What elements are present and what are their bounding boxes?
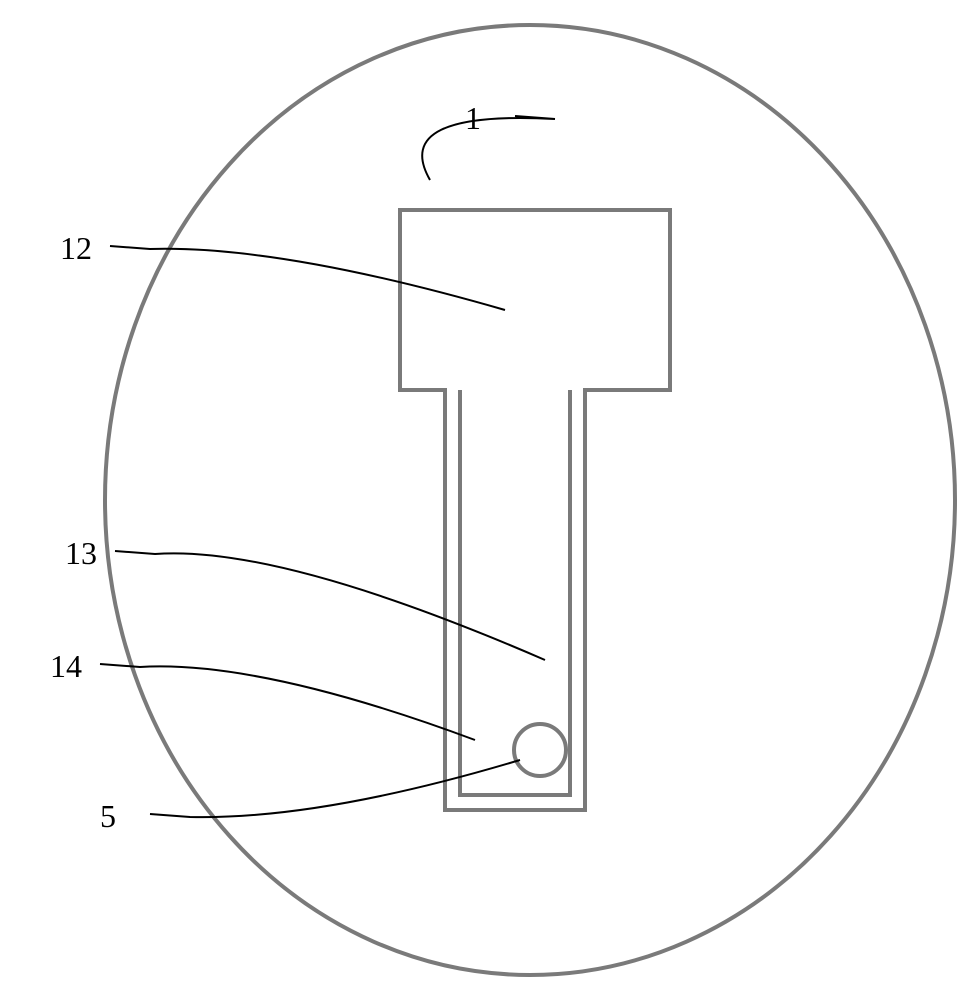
label-12: 12: [60, 230, 92, 267]
diagram-svg: [0, 0, 969, 1000]
outer-ellipse: [105, 25, 955, 975]
leader-line-13: [115, 551, 545, 660]
label-13: 13: [65, 535, 97, 572]
label-14: 14: [50, 648, 82, 685]
leader-line-1: [422, 116, 555, 180]
t-shape-inner-stem: [460, 390, 570, 795]
label-5: 5: [100, 798, 116, 835]
label-1: 1: [465, 100, 481, 137]
t-shape-outer: [400, 210, 670, 810]
leader-line-12: [110, 246, 505, 310]
circle-5: [514, 724, 566, 776]
